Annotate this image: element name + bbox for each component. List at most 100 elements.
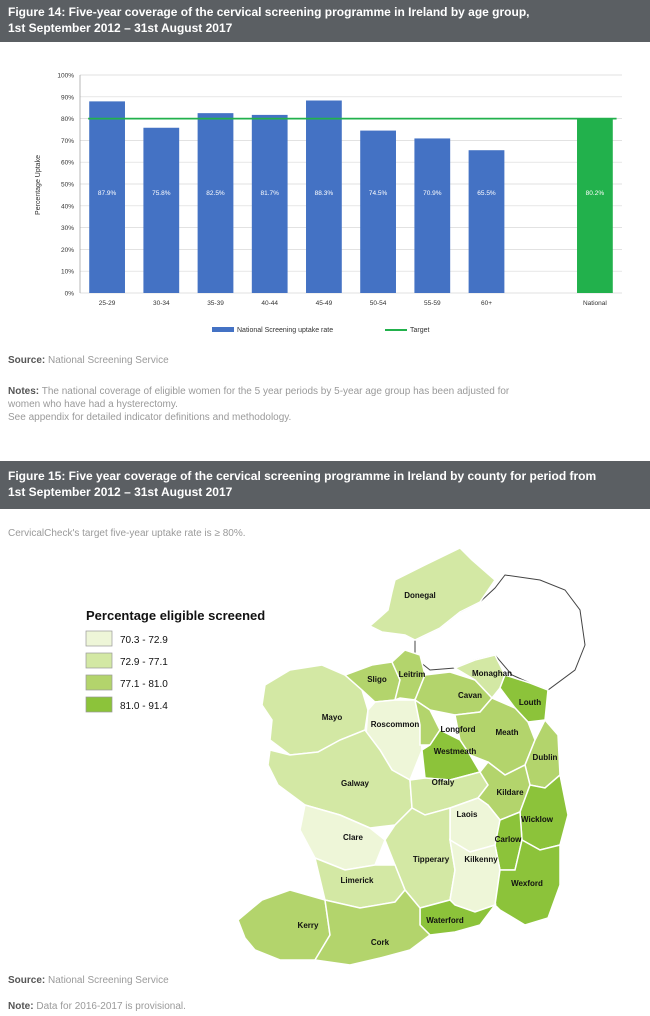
- label-monaghan: Monaghan: [472, 669, 512, 678]
- x-tick-label: 50-54: [370, 300, 387, 307]
- bar-value-label: 80.2%: [586, 190, 605, 197]
- figure14-source: Source: National Screening Service: [8, 355, 169, 366]
- legend-label-2: 72.9 - 77.1: [120, 657, 168, 668]
- y-tick-label: 70%: [61, 138, 74, 145]
- bar-value-label: 70.9%: [423, 190, 442, 197]
- y-tick-label: 50%: [61, 182, 74, 189]
- map-legend-title: Percentage eligible screened: [86, 608, 265, 623]
- bar-25-29: [89, 101, 125, 294]
- label-tipperary: Tipperary: [413, 855, 450, 864]
- figure15-note: Note: Data for 2016-2017 is provisional.: [8, 1001, 186, 1012]
- label-dublin: Dublin: [533, 753, 558, 762]
- y-tick-labels: 0% 10% 20% 30% 40% 50% 60% 70% 80% 90% 100%: [57, 73, 74, 298]
- x-tick-labels: 25-29 30-34 35-39 40-44 45-49 50-54 55-59 60+ Na…: [99, 300, 608, 307]
- bar-40-44: [251, 114, 288, 293]
- figure14-notes: Notes: The national coverage of eligible…: [8, 385, 638, 424]
- label-kerry: Kerry: [298, 921, 319, 930]
- label-leitrim: Leitrim: [399, 670, 426, 679]
- figure14-notes-line2: women who have had a hysterectomy.: [8, 399, 178, 410]
- figure14-notes-line1: The national coverage of eligible women …: [41, 386, 510, 397]
- legend-label-3: 77.1 - 81.0: [120, 679, 168, 690]
- bar-50-54: [360, 130, 396, 293]
- label-mayo: Mayo: [322, 713, 343, 722]
- y-tick-label: 40%: [61, 203, 74, 210]
- figure15-title-line1: Figure 15: Five year coverage of the cer…: [8, 469, 597, 483]
- figure15-note-text: Data for 2016-2017 is provisional.: [36, 1001, 186, 1012]
- figure14-title-line1: Figure 14: Five-year coverage of the cer…: [8, 5, 530, 19]
- legend-swatch-1: [85, 630, 113, 647]
- label-carlow: Carlow: [495, 835, 522, 844]
- bar-value-label: 74.5%: [369, 190, 388, 197]
- label-clare: Clare: [343, 833, 364, 842]
- label-laois: Laois: [457, 810, 478, 819]
- bar-value-label: 75.8%: [152, 190, 171, 197]
- figure15-source-text: National Screening Service: [48, 975, 169, 986]
- x-tick-label: 25-29: [99, 300, 116, 307]
- figure14-source-label: Source:: [8, 355, 46, 366]
- chart-legend: National Screening uptake rate Target: [212, 327, 430, 334]
- label-sligo: Sligo: [367, 675, 387, 684]
- figure15-title-line2: 1st September 2012 – 31st August 2017: [8, 485, 233, 499]
- bar-national: [577, 118, 613, 293]
- bar-value-label: 81.7%: [260, 190, 279, 197]
- x-tick-label: 55-59: [424, 300, 441, 307]
- legend-label-4: 81.0 - 91.4: [120, 701, 168, 712]
- bar-value-label: 65.5%: [477, 190, 496, 197]
- x-tick-label: 45-49: [316, 300, 333, 307]
- label-waterford: Waterford: [426, 916, 464, 925]
- y-tick-label: 100%: [57, 73, 74, 80]
- label-kildare: Kildare: [496, 788, 524, 797]
- figure15-header: Figure 15: Five year coverage of the cer…: [0, 461, 650, 509]
- legend-swatch-4: [85, 696, 113, 713]
- bar-value-label: 88.3%: [315, 190, 334, 197]
- bar-value-label: 82.5%: [206, 190, 225, 197]
- y-tick-label: 30%: [61, 225, 74, 232]
- county-louth: [499, 674, 549, 723]
- label-wexford: Wexford: [511, 879, 543, 888]
- label-louth: Louth: [519, 698, 541, 707]
- chart-bars: [89, 100, 613, 294]
- y-axis-label: Percentage Uptake: [35, 155, 42, 215]
- label-galway: Galway: [341, 779, 370, 788]
- legend-label-uptake: National Screening uptake rate: [237, 327, 333, 334]
- figure14-source-text: National Screening Service: [48, 355, 169, 366]
- label-limerick: Limerick: [341, 876, 374, 885]
- figure14-header: Figure 14: Five-year coverage of the cer…: [0, 0, 650, 42]
- bar-value-labels: 87.9% 75.8% 82.5% 81.7% 88.3% 74.5% 70.9% 65.5%…: [98, 190, 604, 197]
- bar-55-59: [414, 138, 451, 293]
- label-longford: Longford: [440, 725, 475, 734]
- legend-label-1: 70.3 - 72.9: [120, 635, 168, 646]
- figure14-title-line2: 1st September 2012 – 31st August 2017: [8, 21, 233, 35]
- figure14-notes-label: Notes:: [8, 386, 40, 397]
- label-cork: Cork: [371, 938, 390, 947]
- x-tick-label: 30-34: [153, 300, 170, 307]
- legend-swatch-uptake: [212, 327, 234, 332]
- label-wicklow: Wicklow: [521, 815, 554, 824]
- bar-value-label: 87.9%: [98, 190, 117, 197]
- bar-60+: [468, 150, 505, 293]
- x-tick-label: 35-39: [207, 300, 224, 307]
- ireland-county-map: Donegal Sligo Leitrim Monaghan Cavan Lou…: [85, 547, 586, 966]
- figure15-source-label: Source:: [8, 975, 46, 986]
- label-offaly: Offaly: [432, 778, 455, 787]
- y-tick-label: 90%: [61, 94, 74, 101]
- label-meath: Meath: [495, 728, 518, 737]
- y-tick-label: 10%: [61, 269, 74, 276]
- county-donegal: [368, 547, 496, 641]
- county-kilkenny: [448, 838, 501, 913]
- county-cork: [313, 888, 432, 966]
- label-roscommon: Roscommon: [371, 720, 420, 729]
- bar-30-34: [143, 127, 180, 293]
- x-tick-label: 40-44: [261, 300, 278, 307]
- y-tick-label: 20%: [61, 247, 74, 254]
- figure14-notes-line3: See appendix for detailed indicator defi…: [8, 412, 292, 423]
- y-tick-label: 0%: [65, 291, 75, 298]
- figure15-source: Source: National Screening Service: [8, 975, 169, 986]
- figure15-note-label: Note:: [8, 1001, 34, 1012]
- legend-swatch-2: [85, 652, 113, 669]
- y-tick-label: 60%: [61, 160, 74, 167]
- legend-swatch-3: [85, 674, 113, 691]
- map-legend: Percentage eligible screened 70.3 - 72.9…: [85, 608, 265, 713]
- x-tick-label: National: [583, 300, 607, 307]
- bar-45-49: [306, 100, 342, 293]
